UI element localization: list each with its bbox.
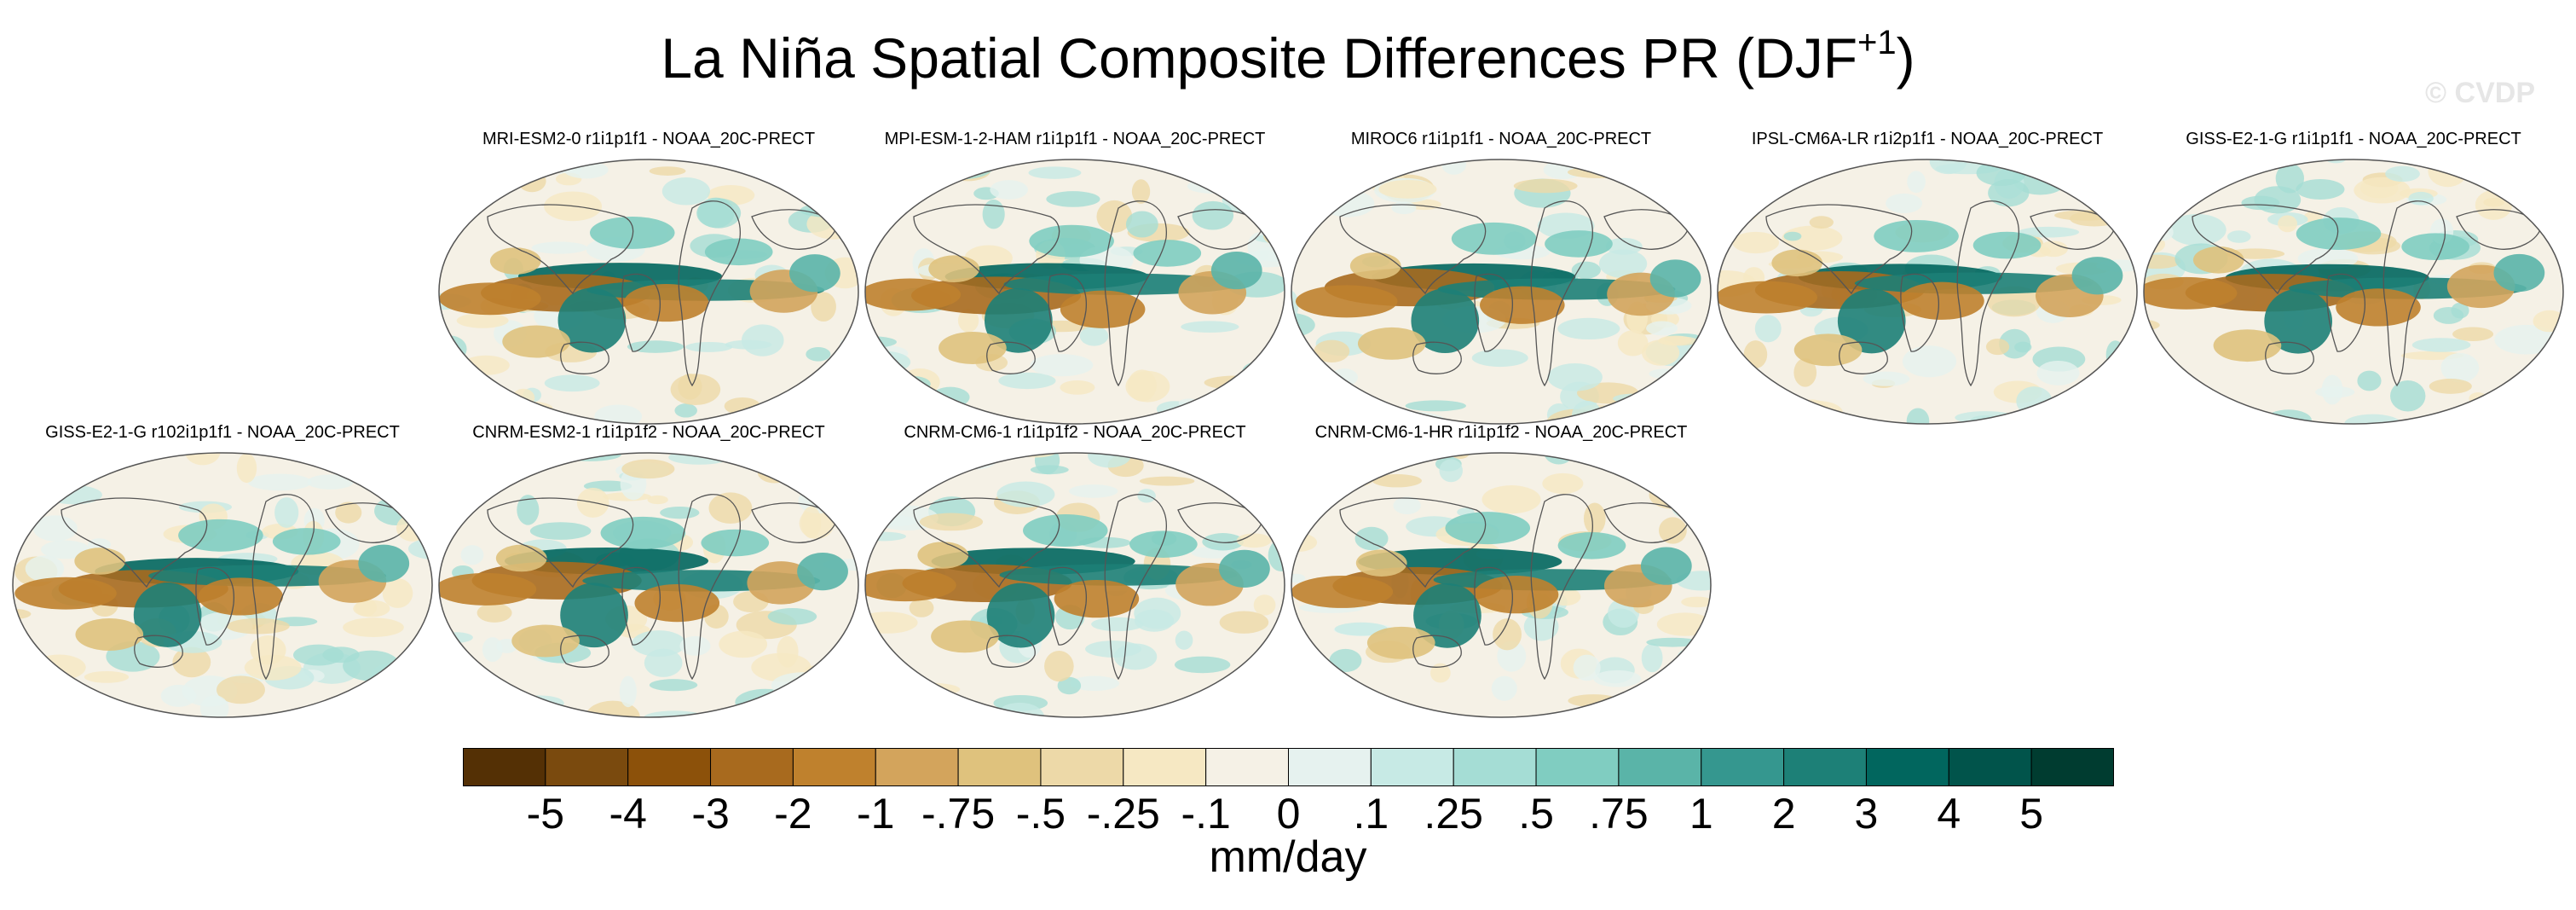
map-panel: CNRM-ESM2-1 r1i1p1f2 - NOAA_20C-PRECT <box>436 423 861 730</box>
colorbar-swatch <box>710 748 794 786</box>
colorbar-units: mm/day <box>1209 832 1367 882</box>
map-panel: MIROC6 r1i1p1f1 - NOAA_20C-PRECT <box>1289 130 1713 437</box>
colorbar-tick-label: 1 <box>1689 790 1713 838</box>
colorbar-swatch <box>875 748 959 786</box>
colorbar-tick-label: 2 <box>1771 790 1796 838</box>
precip-anomaly-map <box>12 452 433 718</box>
panel-title: MIROC6 r1i1p1f1 - NOAA_20C-PRECT <box>1350 130 1652 148</box>
map-field <box>865 453 1285 717</box>
precip-anomaly-map <box>438 452 859 718</box>
colorbar-swatch <box>1948 748 2032 786</box>
colorbar-swatch <box>1040 748 1124 786</box>
panel-title: IPSL-CM6A-LR r1i2p1f1 - NOAA_20C-PRECT <box>1751 130 2104 148</box>
precip-anomaly-map <box>1291 452 1712 718</box>
map-panel: CNRM-CM6-1-HR r1i1p1f2 - NOAA_20C-PRECT <box>1289 423 1713 730</box>
colorbar-tick-label: -5 <box>526 790 565 838</box>
map-panel: IPSL-CM6A-LR r1i2p1f1 - NOAA_20C-PRECT <box>1715 130 2140 437</box>
cvdp-watermark: © CVDP <box>2425 77 2535 109</box>
colorbar-swatch <box>1288 748 1372 786</box>
panel-title: CNRM-CM6-1-HR r1i1p1f2 - NOAA_20C-PRECT <box>1314 423 1688 442</box>
precip-anomaly-map <box>1291 159 1712 425</box>
map-field <box>1718 159 2137 424</box>
colorbar-swatch <box>1370 748 1454 786</box>
figure-title: La Niña Spatial Composite Differences PR… <box>661 24 1915 90</box>
colorbar-swatch <box>2030 748 2114 786</box>
colorbar-swatch <box>792 748 876 786</box>
colorbar-tick-label: .5 <box>1518 790 1554 838</box>
colorbar-swatch <box>1535 748 1620 786</box>
colorbar-tick-label: -.1 <box>1181 790 1231 838</box>
colorbar-swatch <box>545 748 629 786</box>
colorbar-swatch <box>463 748 546 786</box>
colorbar-tick-label: 4 <box>1937 790 1961 838</box>
map-panel: MPI-ESM-1-2-HAM r1i1p1f1 - NOAA_20C-PREC… <box>863 130 1287 437</box>
map-field <box>1291 453 1711 717</box>
map-field <box>865 159 1285 424</box>
colorbar-swatch <box>1701 748 1785 786</box>
colorbar-tick-label: 0 <box>1276 790 1301 838</box>
colorbar-tick-label: .1 <box>1353 790 1389 838</box>
panel-title: MPI-ESM-1-2-HAM r1i1p1f1 - NOAA_20C-PREC… <box>884 130 1266 148</box>
map-field <box>439 453 858 717</box>
colorbar-swatch <box>1865 748 1949 786</box>
colorbar <box>463 748 2114 786</box>
colorbar-tick-label: -2 <box>774 790 812 838</box>
colorbar-swatch <box>1205 748 1290 786</box>
map-field <box>2144 159 2563 424</box>
colorbar-tick-label: .75 <box>1589 790 1649 838</box>
colorbar-tick-label: .25 <box>1424 790 1483 838</box>
map-field <box>439 159 858 424</box>
panel-title: GISS-E2-1-G r102i1p1f1 - NOAA_20C-PRECT <box>45 423 400 442</box>
colorbar-tick-label: -.5 <box>1015 790 1066 838</box>
panel-title: GISS-E2-1-G r1i1p1f1 - NOAA_20C-PRECT <box>2186 130 2521 148</box>
precip-anomaly-map <box>2143 159 2564 425</box>
colorbar-tick-label: -1 <box>857 790 895 838</box>
colorbar-tick-label: 5 <box>2019 790 2044 838</box>
map-panel: MRI-ESM2-0 r1i1p1f1 - NOAA_20C-PRECT <box>436 130 861 437</box>
colorbar-swatch <box>1453 748 1537 786</box>
colorbar-tick-label: -3 <box>691 790 730 838</box>
map-panel: CNRM-CM6-1 r1i1p1f2 - NOAA_20C-PRECT <box>863 423 1287 730</box>
map-field <box>13 453 432 717</box>
panel-title: MRI-ESM2-0 r1i1p1f1 - NOAA_20C-PRECT <box>482 130 816 148</box>
colorbar-swatch <box>957 748 1042 786</box>
colorbar-swatch <box>1123 748 1207 786</box>
colorbar-swatch <box>1618 748 1702 786</box>
colorbar-swatch <box>1783 748 1867 786</box>
colorbar-tick-label: -.25 <box>1086 790 1160 838</box>
colorbar-tick-label: 3 <box>1854 790 1879 838</box>
colorbar-swatch <box>627 748 712 786</box>
precip-anomaly-map <box>438 159 859 425</box>
colorbar-tick-label: -.75 <box>921 790 996 838</box>
precip-anomaly-map <box>864 159 1285 425</box>
map-panel: GISS-E2-1-G r1i1p1f1 - NOAA_20C-PRECT <box>2141 130 2566 437</box>
map-field <box>1291 159 1711 424</box>
colorbar-tick-label: -4 <box>609 790 647 838</box>
precip-anomaly-map <box>864 452 1285 718</box>
precip-anomaly-map <box>1717 159 2138 425</box>
map-panel: GISS-E2-1-G r102i1p1f1 - NOAA_20C-PRECT <box>10 423 435 730</box>
panel-title: CNRM-ESM2-1 r1i1p1f2 - NOAA_20C-PRECT <box>472 423 825 442</box>
panel-title: CNRM-CM6-1 r1i1p1f2 - NOAA_20C-PRECT <box>904 423 1246 442</box>
